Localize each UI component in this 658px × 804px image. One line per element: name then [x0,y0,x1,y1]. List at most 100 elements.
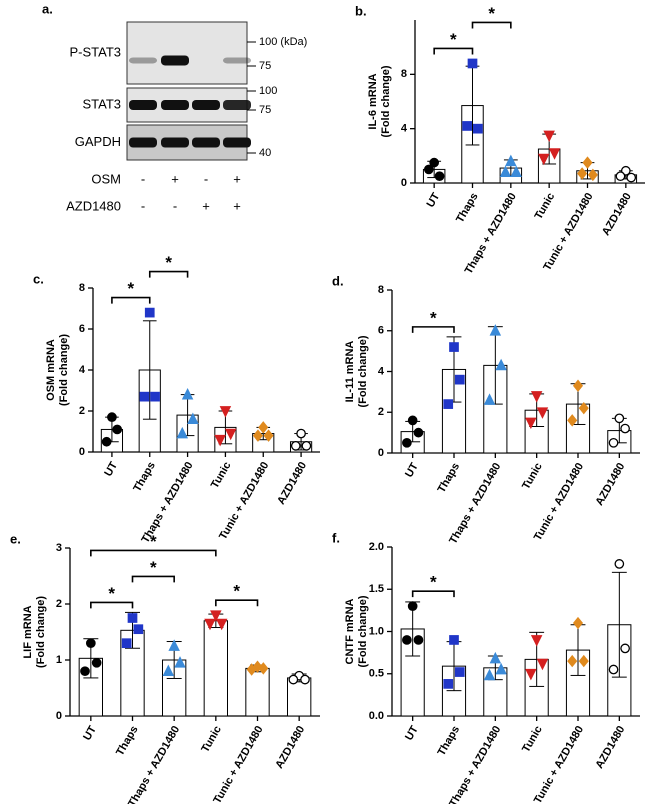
data-point [608,664,619,675]
significance-bracket [111,296,151,304]
data-point [577,167,588,180]
data-point [101,436,112,447]
data-point [620,423,630,434]
significance-label: * [108,584,115,603]
y-tick-label: 1.0 [369,625,384,637]
data-point [204,618,216,631]
y-tick-label: 4 [401,123,408,135]
treatment-sign: + [233,198,241,213]
treatment-label: OSM [91,171,121,186]
significance-label: * [233,582,240,601]
significance-bracket [433,47,474,55]
data-point [127,613,138,623]
y-axis-title: (Fold change) [357,335,369,407]
data-point [525,668,537,681]
y-tick-label: 2 [79,405,85,417]
x-tick-label: Thaps [454,191,481,225]
y-tick-label: 0.0 [369,710,384,722]
data-point [567,654,578,668]
significance-bracket [131,575,175,583]
data-point [587,168,598,182]
data-point [252,429,263,442]
y-axis-title: (Fold change) [58,334,70,406]
x-tick-label: AZD1480 [600,191,634,238]
data-point [133,624,144,635]
data-point [168,639,180,651]
data-point [467,58,478,69]
data-point [290,440,301,451]
data-point [538,153,550,166]
data-point [483,668,496,681]
significance-bracket [471,21,512,29]
significance-label: * [165,253,172,272]
marker-label: 75 [259,60,271,72]
data-point [112,424,123,435]
treatment-sign: - [204,171,208,186]
y-axis-title: (Fold change) [35,596,47,668]
significance-bracket [148,270,189,278]
blot-band [129,57,157,64]
data-point [402,437,412,448]
y-tick-label: 8 [378,284,384,296]
data-point [572,379,584,392]
x-tick-label: UT [102,460,120,479]
blot-band [192,137,220,148]
data-point [582,156,593,169]
treatment-label: AZD1480 [66,198,121,213]
data-point [449,342,459,352]
significance-bracket [215,599,259,607]
data-point [139,391,150,402]
data-point [300,674,310,685]
x-tick-label: Tunic [209,460,234,491]
treatment-sign: - [173,198,177,213]
x-tick-label: Tunic [520,724,545,755]
y-tick-label: 0 [56,710,62,722]
data-point [495,358,507,371]
x-tick-label: Tunic [533,191,558,222]
treatment-sign: - [141,198,145,213]
x-tick-label: Thaps [114,724,141,758]
data-point [176,426,189,439]
data-point [454,374,465,385]
bar-chart: f. CNTF mRNA (Fold change) 0.0 0.5 1.0 1.5 2.0 U… [332,530,640,804]
data-point [144,307,155,318]
panel-label: a. [42,1,53,16]
data-point [489,324,502,336]
significance-label: * [150,558,157,577]
data-point [443,679,454,689]
significance-label: * [128,279,135,298]
significance-label: * [430,308,437,327]
data-point [449,635,459,645]
data-point [258,662,269,675]
marker-label: 100 [259,85,277,97]
data-point [224,428,237,441]
significance-bracket [90,601,134,609]
x-tick-label: Tunic [520,461,545,492]
x-tick-label: Thaps [436,724,463,758]
data-point [407,601,418,612]
data-point [608,437,619,448]
y-tick-label: 8 [401,68,407,80]
y-tick-label: 0 [401,177,407,189]
marker-label: 75 [259,104,271,116]
bar [245,667,270,717]
data-point [495,662,507,675]
data-point [615,171,626,182]
data-point [402,635,412,645]
data-point [80,666,90,677]
y-tick-label: 0 [378,447,384,459]
data-point [174,656,186,668]
data-point [454,667,465,677]
data-point [462,121,472,131]
blot-band [161,137,189,148]
data-point [107,412,117,422]
y-tick-label: 4 [378,365,385,377]
y-axis-title: LIF mRNA [22,605,34,658]
significance-bracket [90,549,217,557]
data-point [85,638,96,649]
data-point [407,415,418,426]
marker-label: 40 [259,147,271,159]
data-point [252,660,263,673]
